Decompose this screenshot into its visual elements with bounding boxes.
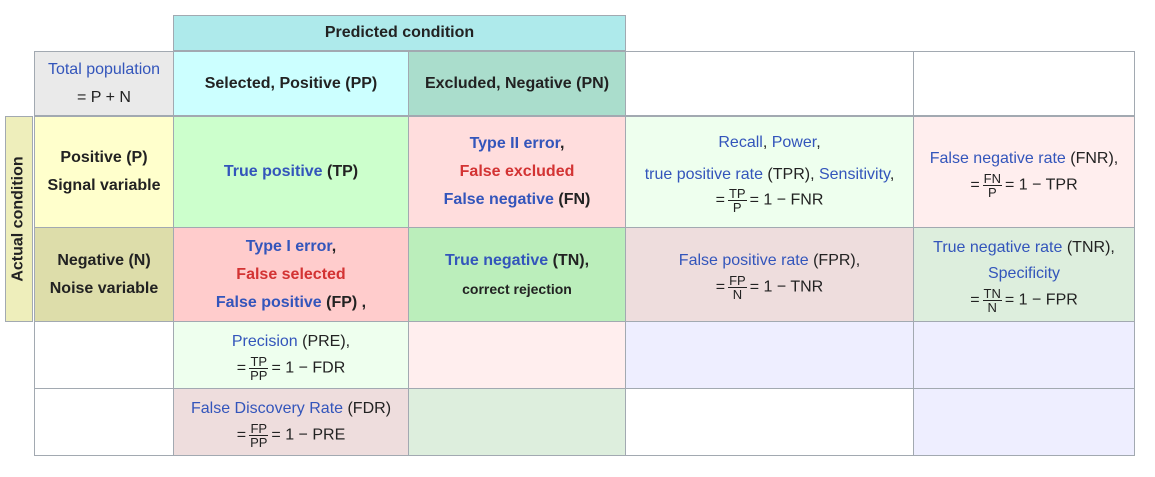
tp-abbr: (TP) bbox=[322, 163, 359, 180]
fpr-link[interactable]: False positive rate bbox=[678, 252, 809, 269]
false-negative-link[interactable]: False negative bbox=[443, 191, 554, 208]
negative-row-header: Negative (N) Noise variable bbox=[34, 227, 174, 322]
fnr-formula: = FN P = 1 − TPR bbox=[970, 170, 1078, 200]
pre-formula: = TP PP = 1 − FDR bbox=[236, 353, 346, 383]
correct-rejection-label: correct rejection bbox=[462, 280, 572, 297]
predicted-condition-header: Predicted condition bbox=[173, 15, 626, 51]
tpr-abbr: (TPR), bbox=[762, 165, 819, 183]
tpr-link[interactable]: true positive rate bbox=[644, 165, 763, 183]
type-i-error-link[interactable]: Type I error bbox=[245, 237, 332, 255]
fnr-abbr: (FNR), bbox=[1065, 149, 1119, 167]
fnr-link[interactable]: False negative rate bbox=[929, 149, 1066, 167]
predicted-condition-label: Predicted condition bbox=[324, 24, 475, 41]
false-negative-cell: Type II error, False excluded False nega… bbox=[408, 116, 626, 228]
precision-link[interactable]: Precision bbox=[231, 332, 298, 350]
tpr-cell: Recall, Power, true positive rate (TPR),… bbox=[625, 116, 914, 228]
empty-cell-r5c1 bbox=[34, 388, 174, 456]
fn-abbr: (FN) bbox=[553, 191, 591, 208]
fdr-link[interactable]: False Discovery Rate bbox=[190, 399, 344, 417]
false-positive-cell: Type I error, False selected False posit… bbox=[173, 227, 409, 322]
fdr-abbr: (FDR) bbox=[343, 399, 392, 417]
total-population-label: Total population bbox=[47, 60, 161, 78]
fdr-formula: = FP PP = 1 − PRE bbox=[236, 420, 346, 450]
false-positive-link[interactable]: False positive bbox=[215, 293, 322, 311]
pp-label: Selected, Positive (PP) bbox=[204, 74, 378, 92]
noise-variable-label: Noise variable bbox=[49, 279, 159, 297]
false-selected-label: False selected bbox=[236, 265, 346, 283]
fnr-cell: False negative rate (FNR), = FN P = 1 − TPR bbox=[913, 116, 1135, 228]
tnr-abbr: (TNR), bbox=[1062, 239, 1115, 256]
empty-cell-r4c1 bbox=[34, 321, 174, 389]
specificity-link[interactable]: Specificity bbox=[987, 265, 1061, 282]
power-link[interactable]: Power bbox=[771, 133, 817, 151]
actual-condition-header: Actual condition bbox=[5, 116, 33, 322]
empty-cell-r4c5 bbox=[913, 321, 1135, 389]
fpr-formula: = FP N = 1 − TNR bbox=[715, 273, 824, 302]
type-ii-error-link[interactable]: Type II error bbox=[469, 135, 560, 152]
tn-link[interactable]: True negative bbox=[444, 251, 549, 269]
tpr-sep1: , bbox=[762, 133, 772, 151]
positive-label: Positive (P) bbox=[60, 149, 148, 166]
tpr-sep2: , bbox=[816, 133, 821, 151]
sensitivity-link[interactable]: Sensitivity bbox=[818, 165, 890, 183]
pre-abbr: (PRE), bbox=[297, 332, 351, 350]
tpr-sep3: , bbox=[889, 165, 895, 183]
true-positive-cell: True positive (TP) bbox=[173, 116, 409, 228]
fp-abbr: (FP) , bbox=[321, 293, 367, 311]
tnr-cell: True negative rate (TNR), Specificity = T… bbox=[913, 227, 1135, 322]
recall-link[interactable]: Recall bbox=[718, 133, 763, 151]
fdr-cell: False Discovery Rate (FDR) = FP PP = 1 − PR… bbox=[173, 388, 409, 456]
tpr-formula: = TP P = 1 − FNR bbox=[715, 185, 824, 215]
predicted-positive-header: Selected, Positive (PP) bbox=[173, 51, 409, 116]
actual-condition-label: Actual condition bbox=[10, 156, 28, 282]
signal-variable-label: Signal variable bbox=[47, 177, 161, 194]
true-negative-cell: True negative (TN), correct rejection bbox=[408, 227, 626, 322]
tp-link[interactable]: True positive bbox=[223, 163, 323, 180]
fp-comma: , bbox=[331, 237, 337, 255]
empty-cell-r1c4 bbox=[625, 51, 914, 116]
empty-cell-r5c5 bbox=[913, 388, 1135, 456]
tn-abbr: (TN), bbox=[548, 251, 590, 269]
fpr-cell: False positive rate (FPR), = FP N = 1 − TNR bbox=[625, 227, 914, 322]
tnr-formula: = TN N = 1 − FPR bbox=[970, 286, 1078, 315]
fn-comma: , bbox=[559, 135, 565, 152]
empty-cell-r4c3 bbox=[408, 321, 626, 389]
empty-cell-r5c4 bbox=[625, 388, 914, 456]
total-population-cell: Total population = P + N bbox=[34, 51, 174, 116]
empty-cell-r4c4 bbox=[625, 321, 914, 389]
total-population-formula: = P + N bbox=[77, 88, 131, 106]
pn-label: Excluded, Negative (PN) bbox=[424, 74, 610, 92]
tnr-link[interactable]: True negative rate bbox=[933, 239, 1063, 256]
precision-cell: Precision (PRE), = TP PP = 1 − FDR bbox=[173, 321, 409, 389]
empty-cell-r1c5 bbox=[913, 51, 1135, 116]
positive-row-header: Positive (P) Signal variable bbox=[34, 116, 174, 228]
false-excluded-label: False excluded bbox=[459, 163, 575, 180]
fpr-abbr: (FPR), bbox=[808, 252, 861, 269]
empty-cell-r5c3 bbox=[408, 388, 626, 456]
predicted-negative-header: Excluded, Negative (PN) bbox=[408, 51, 626, 116]
negative-label: Negative (N) bbox=[57, 251, 151, 269]
